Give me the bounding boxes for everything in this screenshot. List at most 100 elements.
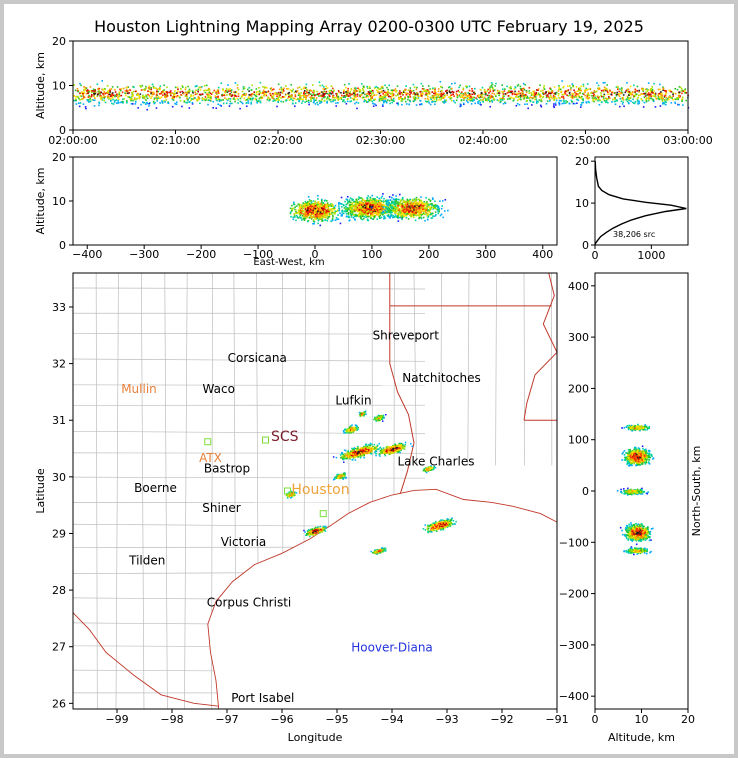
- ew-altitude-source: [319, 218, 322, 220]
- ew-altitude-source: [384, 209, 387, 212]
- time-height-source: [421, 90, 423, 93]
- ew-altitude-source: [322, 219, 324, 222]
- time-height-source: [237, 98, 240, 101]
- time-height-source: [416, 92, 419, 94]
- time-height-source: [502, 95, 504, 97]
- time-height-source: [311, 97, 314, 99]
- ew-altitude-source: [347, 216, 350, 219]
- time-height-source: [602, 96, 605, 98]
- time-height-source: [133, 98, 136, 101]
- time-height-source: [552, 105, 555, 107]
- ew-altitude-source: [307, 212, 309, 215]
- ew-altitude-source: [395, 199, 397, 202]
- time-height-source: [404, 97, 406, 100]
- time-height-source: [192, 94, 195, 97]
- time-height-source: [255, 98, 258, 101]
- time-height-source: [606, 84, 608, 86]
- ew-altitude-source: [373, 216, 376, 219]
- time-height-source: [94, 90, 96, 92]
- time-height-source: [179, 99, 182, 102]
- time-height-source: [156, 88, 159, 91]
- time-height-source: [500, 100, 502, 103]
- time-height-source: [187, 85, 189, 88]
- time-height-source: [622, 94, 625, 96]
- ew-altitude-source: [406, 200, 409, 202]
- time-height-source: [507, 91, 510, 93]
- time-height-source: [611, 101, 613, 103]
- ew-altitude-source: [354, 204, 357, 206]
- ew-altitude-source: [307, 209, 310, 211]
- time-height-source: [549, 94, 552, 97]
- time-height-source: [110, 94, 113, 97]
- time-height-source: [384, 84, 386, 87]
- time-height-source: [463, 97, 466, 99]
- time-height-source: [649, 88, 652, 90]
- time-height-source: [563, 99, 565, 101]
- time-height-source: [234, 82, 237, 84]
- time-height-source: [416, 86, 418, 89]
- time-height-source: [560, 90, 563, 93]
- ew-altitude-source: [323, 215, 326, 218]
- time-height-source: [566, 90, 569, 93]
- time-height-source: [433, 100, 435, 103]
- time-height-source: [681, 100, 683, 103]
- ew-altitude-source: [295, 210, 297, 213]
- time-height-source: [320, 101, 323, 104]
- time-height-source: [365, 101, 368, 103]
- ew-altitude-source: [399, 210, 402, 213]
- county-line: [70, 273, 72, 709]
- time-height-source: [562, 86, 565, 89]
- time-height-source: [530, 91, 532, 94]
- ew-altitude-source: [307, 208, 309, 210]
- time-height-source: [145, 87, 148, 90]
- time-height-source: [98, 91, 101, 94]
- ew-altitude-source: [381, 195, 384, 198]
- ew-altitude-source: [447, 209, 449, 212]
- time-height-source: [454, 101, 456, 104]
- time-height-source: [266, 91, 269, 94]
- time-height-source: [145, 94, 147, 97]
- time-height-source: [566, 101, 569, 103]
- time-height-source: [296, 90, 299, 92]
- time-height-source: [305, 88, 308, 91]
- ew-altitude-source: [402, 199, 405, 202]
- ew-altitude-source: [400, 200, 402, 202]
- time-height-source: [422, 85, 424, 87]
- time-height-source: [518, 98, 521, 100]
- time-height-source: [140, 89, 143, 91]
- time-height-source: [349, 96, 352, 99]
- county-line: [140, 273, 145, 709]
- ew-altitude-source: [390, 202, 392, 205]
- time-height-source: [134, 103, 137, 105]
- time-height-source: [262, 89, 265, 92]
- time-height-source: [137, 94, 140, 96]
- time-height-source: [308, 90, 311, 92]
- time-height-source: [486, 94, 489, 97]
- time-height-source: [126, 87, 128, 89]
- ew-altitude-source: [358, 196, 360, 198]
- ew-altitude-source: [402, 196, 404, 199]
- ew-altitude-source: [405, 210, 408, 212]
- time-height-source: [183, 101, 186, 103]
- ew-altitude-source: [301, 207, 304, 210]
- time-height-source: [93, 99, 96, 102]
- time-height-source: [616, 93, 619, 96]
- time-height-source: [517, 92, 520, 95]
- time-height-source: [514, 90, 516, 93]
- time-height-source: [479, 99, 482, 101]
- time-height-source: [198, 93, 201, 96]
- ew-altitude-source: [295, 212, 297, 214]
- time-height-source: [551, 91, 554, 94]
- time-height-source: [393, 89, 395, 92]
- ew-altitude-source: [366, 218, 369, 221]
- ew-altitude-source: [411, 210, 414, 213]
- time-height-source: [615, 99, 618, 101]
- ew-altitude-source: [365, 216, 367, 219]
- time-height-source: [614, 98, 616, 101]
- time-height-source: [535, 96, 537, 99]
- time-height-source: [473, 99, 475, 101]
- ew-altitude-source: [413, 205, 416, 208]
- time-height-source: [148, 102, 151, 104]
- time-height-source: [272, 92, 274, 95]
